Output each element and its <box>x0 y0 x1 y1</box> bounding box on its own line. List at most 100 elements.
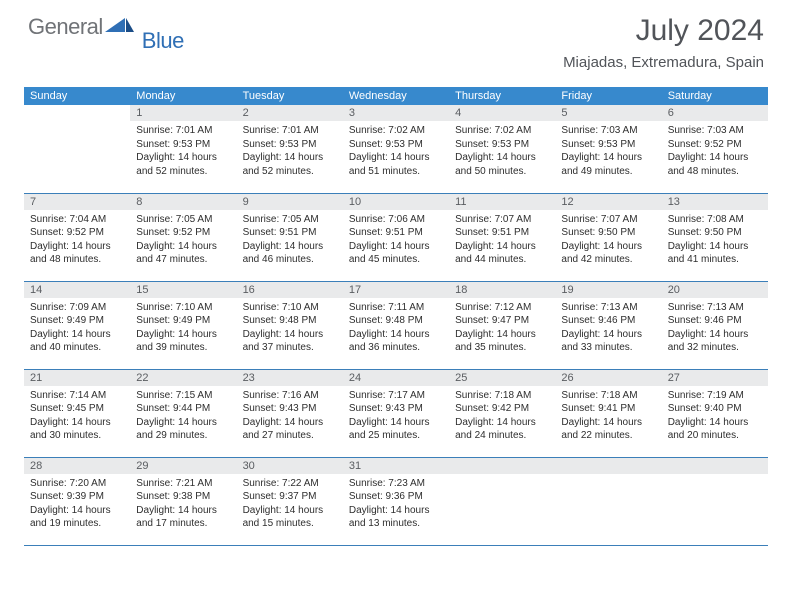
sunrise-line: Sunrise: 7:15 AM <box>136 390 212 401</box>
sunrise-line: Sunrise: 7:03 AM <box>668 125 744 136</box>
sunrise-line: Sunrise: 7:07 AM <box>561 214 637 225</box>
empty-daynum <box>662 458 768 474</box>
day-body: Sunrise: 7:08 AMSunset: 9:50 PMDaylight:… <box>662 210 768 267</box>
calendar-cell: 30Sunrise: 7:22 AMSunset: 9:37 PMDayligh… <box>237 457 343 545</box>
sunrise-line: Sunrise: 7:11 AM <box>349 302 424 313</box>
sunset-line: Sunset: 9:52 PM <box>136 227 210 238</box>
day-number: 26 <box>555 370 661 386</box>
calendar-cell: 19Sunrise: 7:13 AMSunset: 9:46 PMDayligh… <box>555 281 661 369</box>
day-body: Sunrise: 7:05 AMSunset: 9:51 PMDaylight:… <box>237 210 343 267</box>
sunset-line: Sunset: 9:50 PM <box>561 227 635 238</box>
day-body: Sunrise: 7:01 AMSunset: 9:53 PMDaylight:… <box>237 121 343 178</box>
sunset-line: Sunset: 9:44 PM <box>136 403 210 414</box>
calendar-cell: 7Sunrise: 7:04 AMSunset: 9:52 PMDaylight… <box>24 193 130 281</box>
weekday-header: Wednesday <box>343 87 449 105</box>
daylight-line: Daylight: 14 hours and 27 minutes. <box>243 417 324 442</box>
day-body: Sunrise: 7:02 AMSunset: 9:53 PMDaylight:… <box>343 121 449 178</box>
sunset-line: Sunset: 9:37 PM <box>243 491 317 502</box>
sunset-line: Sunset: 9:36 PM <box>349 491 423 502</box>
day-number: 7 <box>24 194 130 210</box>
daylight-line: Daylight: 14 hours and 42 minutes. <box>561 241 642 266</box>
day-number: 29 <box>130 458 236 474</box>
day-number: 11 <box>449 194 555 210</box>
logo: General Blue <box>28 14 184 40</box>
sunset-line: Sunset: 9:48 PM <box>349 315 423 326</box>
day-number: 16 <box>237 282 343 298</box>
daylight-line: Daylight: 14 hours and 44 minutes. <box>455 241 536 266</box>
calendar-table: SundayMondayTuesdayWednesdayThursdayFrid… <box>24 87 768 546</box>
calendar-cell: 9Sunrise: 7:05 AMSunset: 9:51 PMDaylight… <box>237 193 343 281</box>
sunrise-line: Sunrise: 7:01 AM <box>243 125 319 136</box>
sunset-line: Sunset: 9:46 PM <box>561 315 635 326</box>
day-number: 2 <box>237 105 343 121</box>
calendar-cell: 12Sunrise: 7:07 AMSunset: 9:50 PMDayligh… <box>555 193 661 281</box>
weekday-header: Sunday <box>24 87 130 105</box>
day-number: 22 <box>130 370 236 386</box>
calendar-row: 21Sunrise: 7:14 AMSunset: 9:45 PMDayligh… <box>24 369 768 457</box>
day-body: Sunrise: 7:07 AM Sunset: 9:50 PM Daylight:… <box>555 210 661 267</box>
sunset-line: Sunset: 9:49 PM <box>136 315 210 326</box>
day-body: Sunrise: 7:13 AMSunset: 9:46 PMDaylight:… <box>662 298 768 355</box>
weekday-header: Thursday <box>449 87 555 105</box>
daylight-line: Daylight: 14 hours and 33 minutes. <box>561 329 642 354</box>
day-number: 23 <box>237 370 343 386</box>
daylight-line: Daylight: 14 hours and 15 minutes. <box>243 505 324 530</box>
sunset-line: Sunset: 9:45 PM <box>30 403 104 414</box>
day-number: 19 <box>555 282 661 298</box>
daylight-line: Daylight: 14 hours and 49 minutes. <box>561 152 642 177</box>
calendar-cell: 22 Sunrise: 7:15 AM Sunset: 9:44 PM Dayligh… <box>130 369 236 457</box>
calendar-cell: 25Sunrise: 7:18 AMSunset: 9:42 PMDayligh… <box>449 369 555 457</box>
day-body: Sunrise: 7:18 AMSunset: 9:41 PMDaylight:… <box>555 386 661 443</box>
sunrise-line: Sunrise: 7:03 AM <box>561 125 637 136</box>
calendar-cell: 31Sunrise: 7:23 AMSunset: 9:36 PMDayligh… <box>343 457 449 545</box>
sunrise-line: Sunrise: 7:09 AM <box>30 302 106 313</box>
calendar-row: 7Sunrise: 7:04 AMSunset: 9:52 PMDaylight… <box>24 193 768 281</box>
sunset-line: Sunset: 9:38 PM <box>136 491 210 502</box>
day-number: 24 <box>343 370 449 386</box>
weekday-header: Saturday <box>662 87 768 105</box>
day-body: Sunrise: 7:15 AM Sunset: 9:44 PM Daylight:… <box>130 386 236 443</box>
daylight-line: Daylight: 14 hours and 29 minutes. <box>136 417 217 442</box>
sunrise-line: Sunrise: 7:14 AM <box>30 390 106 401</box>
sunset-line: Sunset: 9:52 PM <box>668 139 742 150</box>
day-number: 9 <box>237 194 343 210</box>
daylight-line: Daylight: 14 hours and 40 minutes. <box>30 329 111 354</box>
sunset-line: Sunset: 9:41 PM <box>561 403 635 414</box>
day-body: Sunrise: 7:20 AMSunset: 9:39 PMDaylight:… <box>24 474 130 531</box>
calendar-cell: 17Sunrise: 7:11 AMSunset: 9:48 PMDayligh… <box>343 281 449 369</box>
calendar-cell: 1Sunrise: 7:01 AMSunset: 9:53 PMDaylight… <box>130 105 236 193</box>
calendar-cell <box>449 457 555 545</box>
calendar-cell: 3Sunrise: 7:02 AMSunset: 9:53 PMDaylight… <box>343 105 449 193</box>
day-number: 3 <box>343 105 449 121</box>
daylight-line: Daylight: 14 hours and 47 minutes. <box>136 241 217 266</box>
day-body: Sunrise: 7:21 AMSunset: 9:38 PMDaylight:… <box>130 474 236 531</box>
sunrise-line: Sunrise: 7:01 AM <box>136 125 212 136</box>
calendar-cell: 15Sunrise: 7:10 AMSunset: 9:49 PMDayligh… <box>130 281 236 369</box>
day-number: 6 <box>662 105 768 121</box>
sunrise-line: Sunrise: 7:02 AM <box>455 125 531 136</box>
sunrise-line: Sunrise: 7:10 AM <box>243 302 319 313</box>
sunrise-line: Sunrise: 7:07 AM <box>455 214 531 225</box>
day-body: Sunrise: 7:22 AMSunset: 9:37 PMDaylight:… <box>237 474 343 531</box>
daylight-line: Daylight: 14 hours and 25 minutes. <box>349 417 430 442</box>
day-body: Sunrise: 7:06 AMSunset: 9:51 PMDaylight:… <box>343 210 449 267</box>
day-body: Sunrise: 7:07 AM Sunset: 9:51 PM Daylight:… <box>449 210 555 267</box>
daylight-line: Daylight: 14 hours and 48 minutes. <box>30 241 111 266</box>
calendar-cell: 28Sunrise: 7:20 AMSunset: 9:39 PMDayligh… <box>24 457 130 545</box>
calendar-row: 1Sunrise: 7:01 AMSunset: 9:53 PMDaylight… <box>24 105 768 193</box>
daylight-line: Daylight: 14 hours and 51 minutes. <box>349 152 430 177</box>
day-number: 1 <box>130 105 236 121</box>
day-number: 27 <box>662 370 768 386</box>
logo-text-general: General <box>28 14 103 40</box>
calendar-cell: 23Sunrise: 7:16 AMSunset: 9:43 PMDayligh… <box>237 369 343 457</box>
sunrise-line: Sunrise: 7:16 AM <box>243 390 319 401</box>
sunset-line: Sunset: 9:52 PM <box>30 227 104 238</box>
calendar-cell: 20Sunrise: 7:13 AMSunset: 9:46 PMDayligh… <box>662 281 768 369</box>
calendar-cell: 24Sunrise: 7:17 AMSunset: 9:43 PMDayligh… <box>343 369 449 457</box>
day-number: 8 <box>130 194 236 210</box>
calendar-body: 1Sunrise: 7:01 AMSunset: 9:53 PMDaylight… <box>24 105 768 545</box>
sunset-line: Sunset: 9:51 PM <box>455 227 529 238</box>
day-body: Sunrise: 7:10 AMSunset: 9:48 PMDaylight:… <box>237 298 343 355</box>
day-number: 18 <box>449 282 555 298</box>
day-number: 14 <box>24 282 130 298</box>
